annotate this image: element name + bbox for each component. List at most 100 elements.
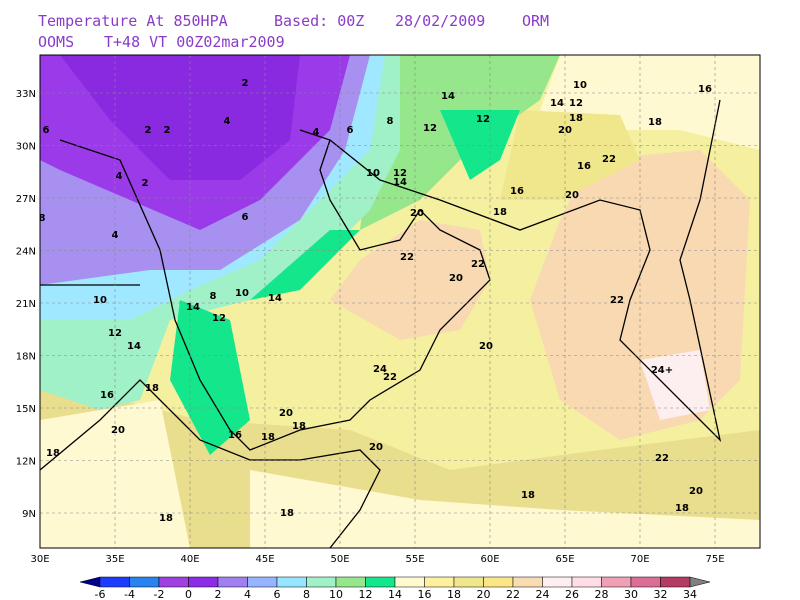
contour-label: 4 [224, 116, 231, 127]
colorbar-label: 10 [329, 588, 343, 600]
contour-label: 16 [510, 186, 524, 197]
contour-label: 8 [387, 116, 394, 127]
contour-label: 22 [471, 259, 485, 270]
colorbar-label: 18 [447, 588, 461, 600]
contour-label: 4 [112, 230, 119, 241]
contour-label: 4 [313, 127, 320, 138]
colorbar-label: 16 [418, 588, 432, 600]
colorbar-box [601, 576, 632, 588]
lon-label: 50E [330, 554, 349, 565]
based: Based: 00Z [274, 12, 364, 30]
model: OOMS [38, 33, 74, 51]
colorbar-box [99, 576, 130, 588]
colorbar-label: 0 [185, 588, 192, 600]
contour-label: 2 [242, 78, 249, 89]
colorbar-box [424, 576, 455, 588]
contour-label: 14 [127, 341, 141, 352]
contour-label: 12 [569, 98, 583, 109]
lat-label: 9N [22, 509, 36, 520]
lon-label: 55E [405, 554, 424, 565]
contour-label: 20 [689, 486, 703, 497]
contour-label: 2 [164, 125, 171, 136]
colorbar-label: 14 [388, 588, 402, 600]
contour-label: 12 [393, 168, 407, 179]
contour-label: 6 [347, 125, 354, 136]
contour-label: 14 [186, 302, 200, 313]
contour-label: 18 [569, 113, 583, 124]
contour-label: 18 [159, 513, 173, 524]
lat-label: 30N [16, 142, 36, 153]
contour-label: 14 [393, 177, 407, 188]
lon-label: 75E [705, 554, 724, 565]
lon-label: 45E [255, 554, 274, 565]
lon-label: 30E [30, 554, 49, 565]
colorbar-label: 8 [303, 588, 310, 600]
lat-label: 33N [16, 89, 36, 100]
colorbar-label: 22 [506, 588, 520, 600]
contour-label: 10 [573, 80, 587, 91]
colorbar-label: 20 [477, 588, 491, 600]
colorbar-box [394, 576, 425, 588]
colorbar-label: 6 [274, 588, 281, 600]
contour-label: 12 [476, 114, 490, 125]
contour-label: 20 [369, 442, 383, 453]
contour-label: 6 [43, 125, 50, 136]
colorbar-box [630, 576, 661, 588]
colorbar-label: 4 [244, 588, 251, 600]
contour-label: 18 [261, 432, 275, 443]
contour-label: 2 [142, 178, 149, 189]
source: ORM [522, 12, 549, 30]
contour-label: 20 [279, 408, 293, 419]
colorbar-label: 24 [536, 588, 550, 600]
colorbar-arrow [79, 576, 101, 588]
contour-label: 20 [558, 125, 572, 136]
colorbar-label: 12 [359, 588, 373, 600]
lon-label: 70E [630, 554, 649, 565]
contour-label: 16 [228, 430, 242, 441]
contour-label: 12 [212, 313, 226, 324]
contour-label: 14 [441, 91, 455, 102]
contour-label: 18 [280, 508, 294, 519]
contour-label: 2 [145, 125, 152, 136]
lat-label: 21N [16, 299, 36, 310]
lon-label: 35E [105, 554, 124, 565]
colorbar-box [542, 576, 573, 588]
colorbar-label: -4 [124, 588, 135, 600]
colorbar-label: -6 [95, 588, 106, 600]
contour-label: 24 [373, 364, 387, 375]
colorbar-box [247, 576, 278, 588]
contour-label: 22 [610, 295, 624, 306]
colorbar-box [571, 576, 602, 588]
colorbar-box [129, 576, 160, 588]
colorbar-box [276, 576, 307, 588]
colorbar-box [660, 576, 691, 588]
contour-label: 20 [565, 190, 579, 201]
colorbar-box [217, 576, 248, 588]
lat-label: 24N [16, 247, 36, 258]
contour-label: 14 [268, 293, 282, 304]
contour-label: 10 [235, 288, 249, 299]
contour-label: 12 [108, 328, 122, 339]
title: Temperature At 850HPA [38, 12, 228, 30]
lon-label: 60E [480, 554, 499, 565]
contour-label: 4 [116, 171, 123, 182]
contour-label: 22 [400, 252, 414, 263]
contour-label: 14 [550, 98, 564, 109]
lon-label: 40E [180, 554, 199, 565]
lat-label: 18N [16, 352, 36, 363]
colorbar-box [453, 576, 484, 588]
contour-label: 10 [93, 295, 107, 306]
contour-label: 18 [292, 421, 306, 432]
contour-label: 18 [493, 207, 507, 218]
valid-time: T+48 VT 00Z02mar2009 [104, 33, 285, 51]
contour-label: 18 [675, 503, 689, 514]
contour-label: 6 [242, 212, 249, 223]
colorbar-label: 34 [683, 588, 697, 600]
colorbar-label: 26 [565, 588, 579, 600]
contour-label: 8 [39, 213, 46, 224]
contour-label: 16 [698, 84, 712, 95]
contour-label: 22 [602, 154, 616, 165]
contour-label: 20 [410, 208, 424, 219]
